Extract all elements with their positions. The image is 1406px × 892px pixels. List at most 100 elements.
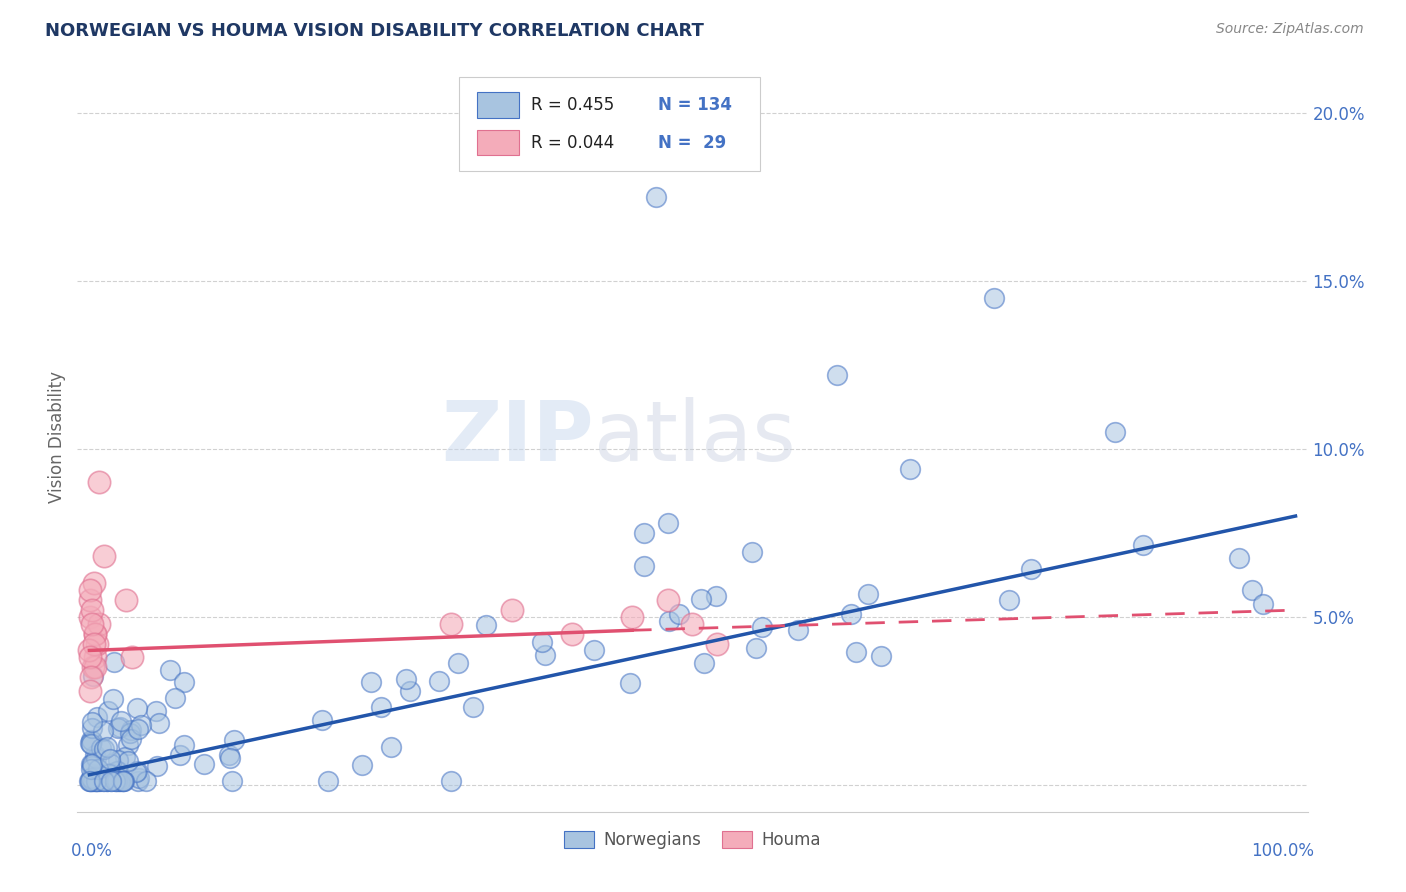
Point bbox=[86, 774, 108, 789]
Point bbox=[111, 774, 134, 789]
Point bbox=[318, 774, 340, 789]
Point bbox=[440, 616, 463, 631]
Point bbox=[898, 462, 921, 476]
Point bbox=[79, 650, 101, 665]
Legend: Norwegians, Houma: Norwegians, Houma bbox=[557, 824, 828, 855]
Point bbox=[159, 664, 181, 678]
Point bbox=[93, 774, 115, 789]
Point bbox=[825, 368, 848, 382]
Point bbox=[311, 713, 333, 727]
Point bbox=[786, 624, 808, 638]
Text: 100.0%: 100.0% bbox=[1251, 842, 1313, 860]
Text: R = 0.455: R = 0.455 bbox=[531, 96, 614, 114]
Point bbox=[84, 774, 107, 789]
Point bbox=[163, 691, 186, 706]
Point bbox=[107, 764, 129, 778]
Point bbox=[621, 610, 644, 624]
Text: 0.0%: 0.0% bbox=[72, 842, 112, 860]
Point bbox=[79, 593, 101, 607]
Point bbox=[446, 657, 468, 671]
Point bbox=[79, 774, 101, 789]
Point bbox=[125, 764, 148, 779]
Point bbox=[86, 769, 108, 783]
Point bbox=[100, 752, 122, 766]
Point bbox=[108, 720, 131, 734]
Point bbox=[117, 754, 139, 768]
Point bbox=[1019, 562, 1042, 576]
FancyBboxPatch shape bbox=[458, 78, 761, 171]
Point bbox=[97, 704, 120, 718]
Point bbox=[87, 475, 110, 490]
Point bbox=[91, 723, 114, 738]
Point bbox=[87, 774, 110, 789]
Point bbox=[706, 637, 728, 651]
Text: N =  29: N = 29 bbox=[658, 134, 727, 152]
Point bbox=[79, 774, 101, 789]
Point bbox=[633, 525, 655, 540]
Point bbox=[741, 545, 763, 559]
Point bbox=[91, 774, 114, 789]
Point bbox=[79, 582, 101, 597]
Point bbox=[100, 756, 122, 771]
Point bbox=[97, 766, 120, 780]
Point bbox=[86, 762, 108, 776]
Point bbox=[82, 769, 104, 783]
Point bbox=[869, 648, 891, 663]
Point bbox=[129, 718, 152, 732]
Point bbox=[107, 721, 129, 735]
Point bbox=[501, 603, 523, 617]
Point bbox=[84, 626, 107, 640]
Point bbox=[79, 737, 101, 751]
Point bbox=[561, 626, 583, 640]
Point bbox=[657, 593, 679, 607]
Point bbox=[107, 774, 129, 789]
Point bbox=[658, 614, 681, 628]
Point bbox=[839, 607, 862, 621]
Point bbox=[380, 739, 402, 754]
Point bbox=[80, 715, 103, 730]
Point bbox=[475, 618, 498, 632]
Point bbox=[983, 291, 1005, 305]
Point bbox=[745, 641, 768, 656]
Point bbox=[82, 669, 104, 683]
Point bbox=[127, 774, 149, 789]
Point bbox=[148, 716, 170, 731]
Point bbox=[998, 592, 1021, 607]
Point bbox=[370, 699, 392, 714]
Point bbox=[93, 549, 115, 564]
Point bbox=[115, 593, 138, 607]
Point bbox=[114, 774, 136, 789]
Point bbox=[80, 757, 103, 772]
Point bbox=[82, 721, 104, 735]
Point bbox=[218, 751, 240, 765]
Point bbox=[80, 616, 103, 631]
Point bbox=[104, 774, 127, 789]
Point bbox=[104, 774, 127, 789]
Text: ZIP: ZIP bbox=[441, 397, 595, 477]
Point bbox=[124, 764, 146, 779]
Point bbox=[80, 771, 103, 785]
Point bbox=[619, 676, 641, 690]
Point bbox=[83, 774, 105, 789]
Point bbox=[96, 774, 118, 789]
Point bbox=[856, 587, 879, 601]
Point bbox=[105, 764, 128, 778]
Point bbox=[221, 774, 243, 789]
Point bbox=[80, 670, 103, 684]
Point bbox=[84, 751, 107, 765]
Point bbox=[86, 637, 108, 651]
Point bbox=[704, 589, 727, 603]
Point bbox=[440, 774, 463, 789]
Point bbox=[395, 672, 418, 686]
Point bbox=[1240, 582, 1263, 597]
Point bbox=[96, 774, 118, 789]
Point bbox=[114, 750, 136, 764]
Text: N = 134: N = 134 bbox=[658, 96, 733, 114]
Point bbox=[531, 635, 554, 649]
Text: atlas: atlas bbox=[595, 397, 796, 477]
Point bbox=[145, 704, 167, 718]
Point bbox=[100, 766, 122, 780]
Point bbox=[93, 742, 115, 756]
Point bbox=[83, 626, 105, 640]
Point bbox=[222, 732, 245, 747]
